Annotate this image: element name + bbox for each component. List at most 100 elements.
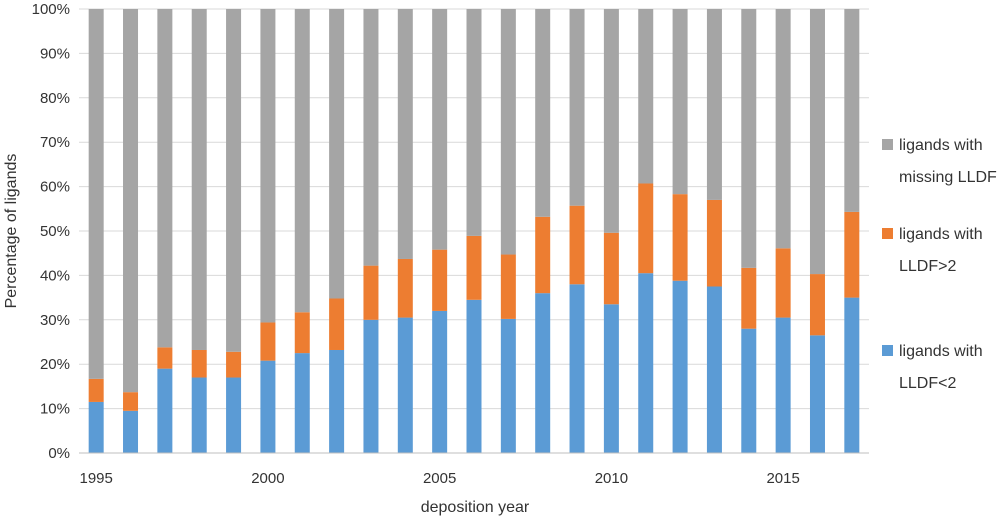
bar-segment bbox=[775, 9, 791, 249]
legend-label: LLDF<2 bbox=[899, 375, 956, 392]
bar-segment bbox=[191, 349, 207, 378]
y-tick-label: 80% bbox=[40, 90, 70, 107]
legend-label: ligands with bbox=[899, 226, 983, 243]
y-tick-label: 60% bbox=[40, 179, 70, 196]
x-tick-label: 2005 bbox=[423, 470, 456, 487]
y-tick-label: 0% bbox=[48, 445, 70, 462]
bar-segment bbox=[775, 248, 791, 318]
y-tick-label: 10% bbox=[40, 401, 70, 418]
bar-segment bbox=[672, 280, 688, 453]
bar-segment bbox=[329, 298, 345, 350]
bar-segment bbox=[500, 9, 516, 255]
bar-segment bbox=[706, 199, 722, 287]
axes: 0% 10% 20% 30% 40% 50% 60% 70% 80% 90% 100% 1995 200… bbox=[32, 1, 869, 487]
bar-segment bbox=[741, 9, 757, 268]
bar-segment bbox=[123, 392, 139, 411]
bar-segment bbox=[88, 378, 104, 402]
bar-segment bbox=[741, 267, 757, 329]
bar-segment bbox=[397, 9, 413, 259]
legend-item: ligands with LLDF>2 bbox=[882, 226, 983, 275]
bar-segment bbox=[741, 328, 757, 453]
bar-segment bbox=[397, 258, 413, 318]
bar-segment bbox=[432, 9, 448, 250]
x-axis-title: deposition year bbox=[421, 499, 530, 516]
bar-segment bbox=[535, 216, 551, 294]
bar-segment bbox=[191, 9, 207, 350]
bars bbox=[88, 9, 860, 453]
bar-segment bbox=[638, 273, 654, 453]
bar-segment bbox=[706, 9, 722, 200]
bar-segment bbox=[88, 401, 104, 453]
bar-segment bbox=[500, 318, 516, 453]
y-axis-title: Percentage of ligands bbox=[3, 154, 20, 309]
bar-segment bbox=[672, 194, 688, 281]
bar-segment bbox=[88, 9, 104, 379]
bar-segment bbox=[191, 377, 207, 453]
legend-label: missing LLDF bbox=[899, 169, 997, 186]
y-tick-label: 70% bbox=[40, 134, 70, 151]
bar-segment bbox=[363, 319, 379, 453]
bar-segment bbox=[809, 335, 825, 453]
bar-segment bbox=[226, 377, 242, 453]
legend-label: ligands with bbox=[899, 137, 983, 154]
bar-segment bbox=[844, 211, 860, 298]
bar-segment bbox=[569, 9, 585, 206]
bar-segment bbox=[363, 9, 379, 266]
x-tick-label: 2015 bbox=[766, 470, 799, 487]
bar-segment bbox=[535, 9, 551, 217]
bar-segment bbox=[157, 368, 173, 453]
bar-segment bbox=[638, 183, 654, 274]
legend-label: LLDF>2 bbox=[899, 258, 956, 275]
bar-segment bbox=[123, 9, 139, 393]
legend-swatch bbox=[882, 139, 893, 150]
y-tick-label: 50% bbox=[40, 223, 70, 240]
bar-segment bbox=[157, 347, 173, 369]
bar-segment bbox=[466, 235, 482, 300]
bar-segment bbox=[260, 360, 276, 453]
legend-label: ligands with bbox=[899, 343, 983, 360]
bar-segment bbox=[844, 9, 860, 212]
x-tick-label: 2000 bbox=[251, 470, 284, 487]
legend-swatch bbox=[882, 345, 893, 356]
bar-segment bbox=[226, 9, 242, 352]
bar-segment bbox=[500, 254, 516, 319]
bar-segment bbox=[432, 310, 448, 453]
x-tick-label: 2010 bbox=[595, 470, 628, 487]
y-tick-label: 20% bbox=[40, 356, 70, 373]
bar-segment bbox=[569, 284, 585, 453]
bar-segment bbox=[706, 286, 722, 453]
bar-segment bbox=[157, 9, 173, 348]
bar-segment bbox=[260, 322, 276, 361]
bar-segment bbox=[123, 410, 139, 453]
bar-segment bbox=[466, 299, 482, 453]
bar-segment bbox=[397, 317, 413, 453]
bar-segment bbox=[809, 274, 825, 336]
legend-swatch bbox=[882, 228, 893, 239]
bar-segment bbox=[329, 349, 345, 453]
legend-item: ligands with missing LLDF bbox=[882, 137, 997, 186]
x-tick-label: 1995 bbox=[79, 470, 112, 487]
legend-item: ligands with LLDF<2 bbox=[882, 343, 983, 392]
bar-segment bbox=[432, 249, 448, 311]
bar-segment bbox=[638, 9, 654, 184]
bar-segment bbox=[603, 304, 619, 453]
bar-segment bbox=[603, 9, 619, 233]
bar-segment bbox=[775, 317, 791, 453]
bar-segment bbox=[363, 265, 379, 320]
bar-segment bbox=[294, 312, 310, 354]
y-tick-label: 30% bbox=[40, 312, 70, 329]
bar-segment bbox=[535, 293, 551, 453]
y-tick-label: 90% bbox=[40, 45, 70, 62]
legend: ligands with missing LLDF ligands with LLDF… bbox=[882, 137, 997, 392]
bar-segment bbox=[466, 9, 482, 236]
bar-segment bbox=[603, 232, 619, 305]
bar-segment bbox=[294, 9, 310, 313]
bar-segment bbox=[809, 9, 825, 275]
bar-segment bbox=[569, 205, 585, 285]
bar-segment bbox=[672, 9, 688, 195]
bar-segment bbox=[844, 297, 860, 453]
bar-segment bbox=[329, 9, 345, 299]
bar-segment bbox=[226, 351, 242, 378]
